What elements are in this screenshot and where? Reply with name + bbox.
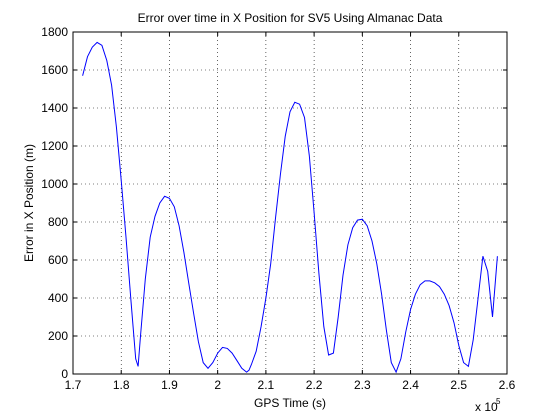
y-tick-labels: 0 200 400 600 800 1000 1200 1400 1600 1800 xyxy=(41,25,68,381)
x-tick-label: 2.4 xyxy=(402,378,419,392)
y-tick-label: 800 xyxy=(48,215,68,229)
x-axis-multiplier: x 10 xyxy=(475,400,498,414)
grid-lines xyxy=(73,32,507,374)
x-axis-label: GPS Time (s) xyxy=(254,396,326,410)
plot-area xyxy=(73,32,507,374)
x-tick-label: 2.3 xyxy=(354,378,371,392)
y-tick-label: 400 xyxy=(48,291,68,305)
y-tick-label: 600 xyxy=(48,253,68,267)
x-tick-label: 1.8 xyxy=(113,378,130,392)
y-tick-label: 200 xyxy=(48,329,68,343)
y-tick-label: 1800 xyxy=(41,25,68,39)
x-tick-label: 2.1 xyxy=(258,378,275,392)
x-tick-label: 2 xyxy=(214,378,221,392)
x-axis-multiplier-exponent: 5 xyxy=(496,397,501,406)
x-tick-label: 1.7 xyxy=(65,378,82,392)
x-tick-label: 2.2 xyxy=(306,378,323,392)
y-tick-label: 1400 xyxy=(41,101,68,115)
series-line-error-x xyxy=(82,41,498,374)
y-tick-label: 1600 xyxy=(41,63,68,77)
x-tick-label: 2.5 xyxy=(450,378,467,392)
x-tick-label: 1.9 xyxy=(161,378,178,392)
y-tick-label: 1000 xyxy=(41,177,68,191)
y-tick-label: 1200 xyxy=(41,139,68,153)
y-tick-label: 0 xyxy=(61,367,68,381)
x-tick-label: 2.6 xyxy=(499,378,516,392)
x-tick-labels: 1.7 1.8 1.9 2 2.1 2.2 2.3 2.4 2.5 2.6 xyxy=(65,378,516,392)
chart-title: Error over time in X Position for SV5 Us… xyxy=(138,11,443,25)
y-axis-label: Error in X Position (m) xyxy=(22,144,36,262)
plot-frame xyxy=(72,31,508,375)
